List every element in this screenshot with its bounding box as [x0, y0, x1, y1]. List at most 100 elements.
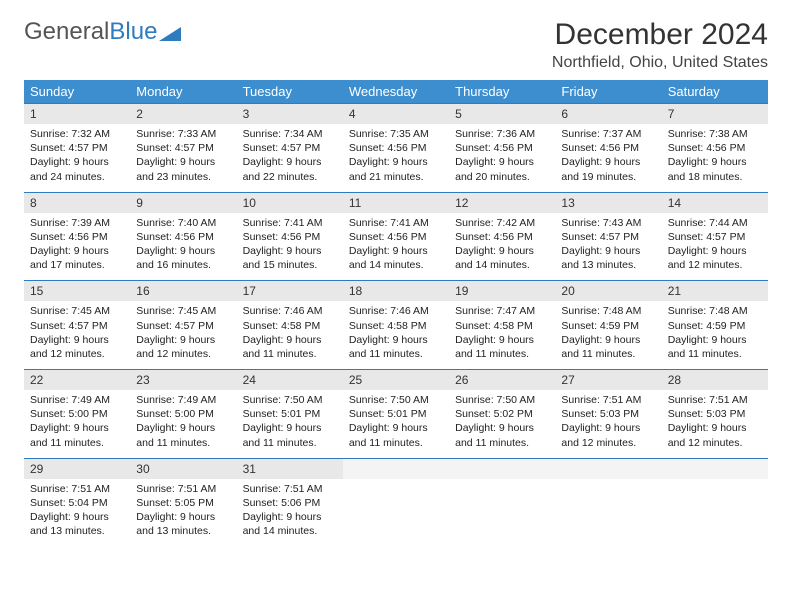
day-detail-line: Sunrise: 7:36 AM — [455, 127, 549, 141]
day-detail-line: Sunset: 4:56 PM — [561, 141, 655, 155]
day-number: 31 — [237, 459, 343, 479]
day-detail-line: Daylight: 9 hours — [561, 333, 655, 347]
day-number: 7 — [662, 104, 768, 124]
day-details: Sunrise: 7:34 AMSunset: 4:57 PMDaylight:… — [237, 124, 343, 192]
day-detail-line: Sunrise: 7:40 AM — [136, 216, 230, 230]
day-detail-line: Sunrise: 7:45 AM — [30, 304, 124, 318]
day-number: 17 — [237, 281, 343, 301]
day-detail-line: Sunrise: 7:49 AM — [136, 393, 230, 407]
day-detail-line: Daylight: 9 hours — [349, 333, 443, 347]
calendar-day-cell: 3Sunrise: 7:34 AMSunset: 4:57 PMDaylight… — [237, 104, 343, 193]
day-detail-line: Sunset: 4:56 PM — [455, 141, 549, 155]
day-details: Sunrise: 7:50 AMSunset: 5:01 PMDaylight:… — [343, 390, 449, 458]
day-detail-line: Sunset: 4:57 PM — [668, 230, 762, 244]
day-detail-line: Sunrise: 7:38 AM — [668, 127, 762, 141]
calendar-day-cell: 26Sunrise: 7:50 AMSunset: 5:02 PMDayligh… — [449, 370, 555, 459]
day-detail-line: Daylight: 9 hours — [30, 155, 124, 169]
calendar-day-cell: 5Sunrise: 7:36 AMSunset: 4:56 PMDaylight… — [449, 104, 555, 193]
calendar-day-cell: 12Sunrise: 7:42 AMSunset: 4:56 PMDayligh… — [449, 192, 555, 281]
day-details: Sunrise: 7:48 AMSunset: 4:59 PMDaylight:… — [555, 301, 661, 369]
day-detail-line: Sunset: 4:56 PM — [349, 141, 443, 155]
weekday-header: Monday — [130, 80, 236, 104]
day-detail-line: and 11 minutes. — [243, 347, 337, 361]
day-detail-line: Sunset: 4:58 PM — [455, 319, 549, 333]
calendar-day-cell: 29Sunrise: 7:51 AMSunset: 5:04 PMDayligh… — [24, 458, 130, 546]
day-number-empty — [662, 459, 768, 479]
calendar-day-cell: 1Sunrise: 7:32 AMSunset: 4:57 PMDaylight… — [24, 104, 130, 193]
day-detail-line: and 22 minutes. — [243, 170, 337, 184]
day-detail-line: and 14 minutes. — [243, 524, 337, 538]
day-number: 18 — [343, 281, 449, 301]
day-number: 13 — [555, 193, 661, 213]
day-number-empty — [555, 459, 661, 479]
calendar-day-cell: 2Sunrise: 7:33 AMSunset: 4:57 PMDaylight… — [130, 104, 236, 193]
weekday-header-row: Sunday Monday Tuesday Wednesday Thursday… — [24, 80, 768, 104]
day-number: 28 — [662, 370, 768, 390]
day-detail-line: Sunrise: 7:39 AM — [30, 216, 124, 230]
day-detail-line: and 17 minutes. — [30, 258, 124, 272]
day-detail-line: Sunset: 4:56 PM — [455, 230, 549, 244]
day-detail-line: Sunset: 5:00 PM — [136, 407, 230, 421]
day-details: Sunrise: 7:42 AMSunset: 4:56 PMDaylight:… — [449, 213, 555, 281]
day-number: 21 — [662, 281, 768, 301]
day-detail-line: Daylight: 9 hours — [30, 333, 124, 347]
calendar-week-row: 15Sunrise: 7:45 AMSunset: 4:57 PMDayligh… — [24, 281, 768, 370]
day-detail-line: Daylight: 9 hours — [349, 155, 443, 169]
day-detail-line: Daylight: 9 hours — [136, 244, 230, 258]
day-detail-line: Daylight: 9 hours — [136, 510, 230, 524]
calendar-table: Sunday Monday Tuesday Wednesday Thursday… — [24, 80, 768, 546]
day-detail-line: Sunrise: 7:43 AM — [561, 216, 655, 230]
day-detail-line: and 12 minutes. — [30, 347, 124, 361]
day-detail-line: Sunset: 5:00 PM — [30, 407, 124, 421]
day-detail-line: and 14 minutes. — [349, 258, 443, 272]
day-number: 9 — [130, 193, 236, 213]
weekday-header: Wednesday — [343, 80, 449, 104]
day-details: Sunrise: 7:51 AMSunset: 5:03 PMDaylight:… — [555, 390, 661, 458]
day-detail-line: Daylight: 9 hours — [668, 421, 762, 435]
day-detail-line: Sunset: 5:03 PM — [561, 407, 655, 421]
logo-text-2: Blue — [109, 18, 157, 46]
day-detail-line: and 11 minutes. — [455, 347, 549, 361]
day-number: 14 — [662, 193, 768, 213]
day-detail-line: Daylight: 9 hours — [455, 333, 549, 347]
day-number: 22 — [24, 370, 130, 390]
day-detail-line: Sunset: 4:57 PM — [136, 319, 230, 333]
day-number: 26 — [449, 370, 555, 390]
day-detail-line: Daylight: 9 hours — [243, 244, 337, 258]
day-details: Sunrise: 7:40 AMSunset: 4:56 PMDaylight:… — [130, 213, 236, 281]
day-detail-line: and 13 minutes. — [561, 258, 655, 272]
calendar-week-row: 1Sunrise: 7:32 AMSunset: 4:57 PMDaylight… — [24, 104, 768, 193]
calendar-day-cell: 24Sunrise: 7:50 AMSunset: 5:01 PMDayligh… — [237, 370, 343, 459]
day-detail-line: and 11 minutes. — [455, 436, 549, 450]
day-details: Sunrise: 7:51 AMSunset: 5:03 PMDaylight:… — [662, 390, 768, 458]
day-detail-line: Daylight: 9 hours — [243, 510, 337, 524]
day-detail-line: Sunrise: 7:50 AM — [349, 393, 443, 407]
weekday-header: Thursday — [449, 80, 555, 104]
weekday-header: Friday — [555, 80, 661, 104]
day-detail-line: and 11 minutes. — [349, 347, 443, 361]
day-detail-line: Sunrise: 7:48 AM — [561, 304, 655, 318]
calendar-day-cell: 8Sunrise: 7:39 AMSunset: 4:56 PMDaylight… — [24, 192, 130, 281]
day-detail-line: Daylight: 9 hours — [455, 244, 549, 258]
day-detail-line: Sunrise: 7:37 AM — [561, 127, 655, 141]
day-number-empty — [343, 459, 449, 479]
day-detail-line: Daylight: 9 hours — [668, 244, 762, 258]
day-number: 12 — [449, 193, 555, 213]
calendar-day-cell: 19Sunrise: 7:47 AMSunset: 4:58 PMDayligh… — [449, 281, 555, 370]
day-detail-line: Sunrise: 7:50 AM — [455, 393, 549, 407]
day-detail-line: Sunset: 5:03 PM — [668, 407, 762, 421]
day-detail-line: Sunset: 4:57 PM — [30, 141, 124, 155]
day-detail-line: and 12 minutes. — [668, 258, 762, 272]
day-number: 1 — [24, 104, 130, 124]
calendar-day-cell — [449, 458, 555, 546]
day-detail-line: Sunrise: 7:47 AM — [455, 304, 549, 318]
day-detail-line: and 13 minutes. — [136, 524, 230, 538]
calendar-day-cell — [662, 458, 768, 546]
day-detail-line: Sunset: 4:57 PM — [561, 230, 655, 244]
day-number: 10 — [237, 193, 343, 213]
day-detail-line: Sunset: 4:56 PM — [30, 230, 124, 244]
day-detail-line: Sunset: 5:02 PM — [455, 407, 549, 421]
day-details: Sunrise: 7:46 AMSunset: 4:58 PMDaylight:… — [237, 301, 343, 369]
day-details: Sunrise: 7:45 AMSunset: 4:57 PMDaylight:… — [130, 301, 236, 369]
header: GeneralBlue December 2024 Northfield, Oh… — [24, 18, 768, 72]
